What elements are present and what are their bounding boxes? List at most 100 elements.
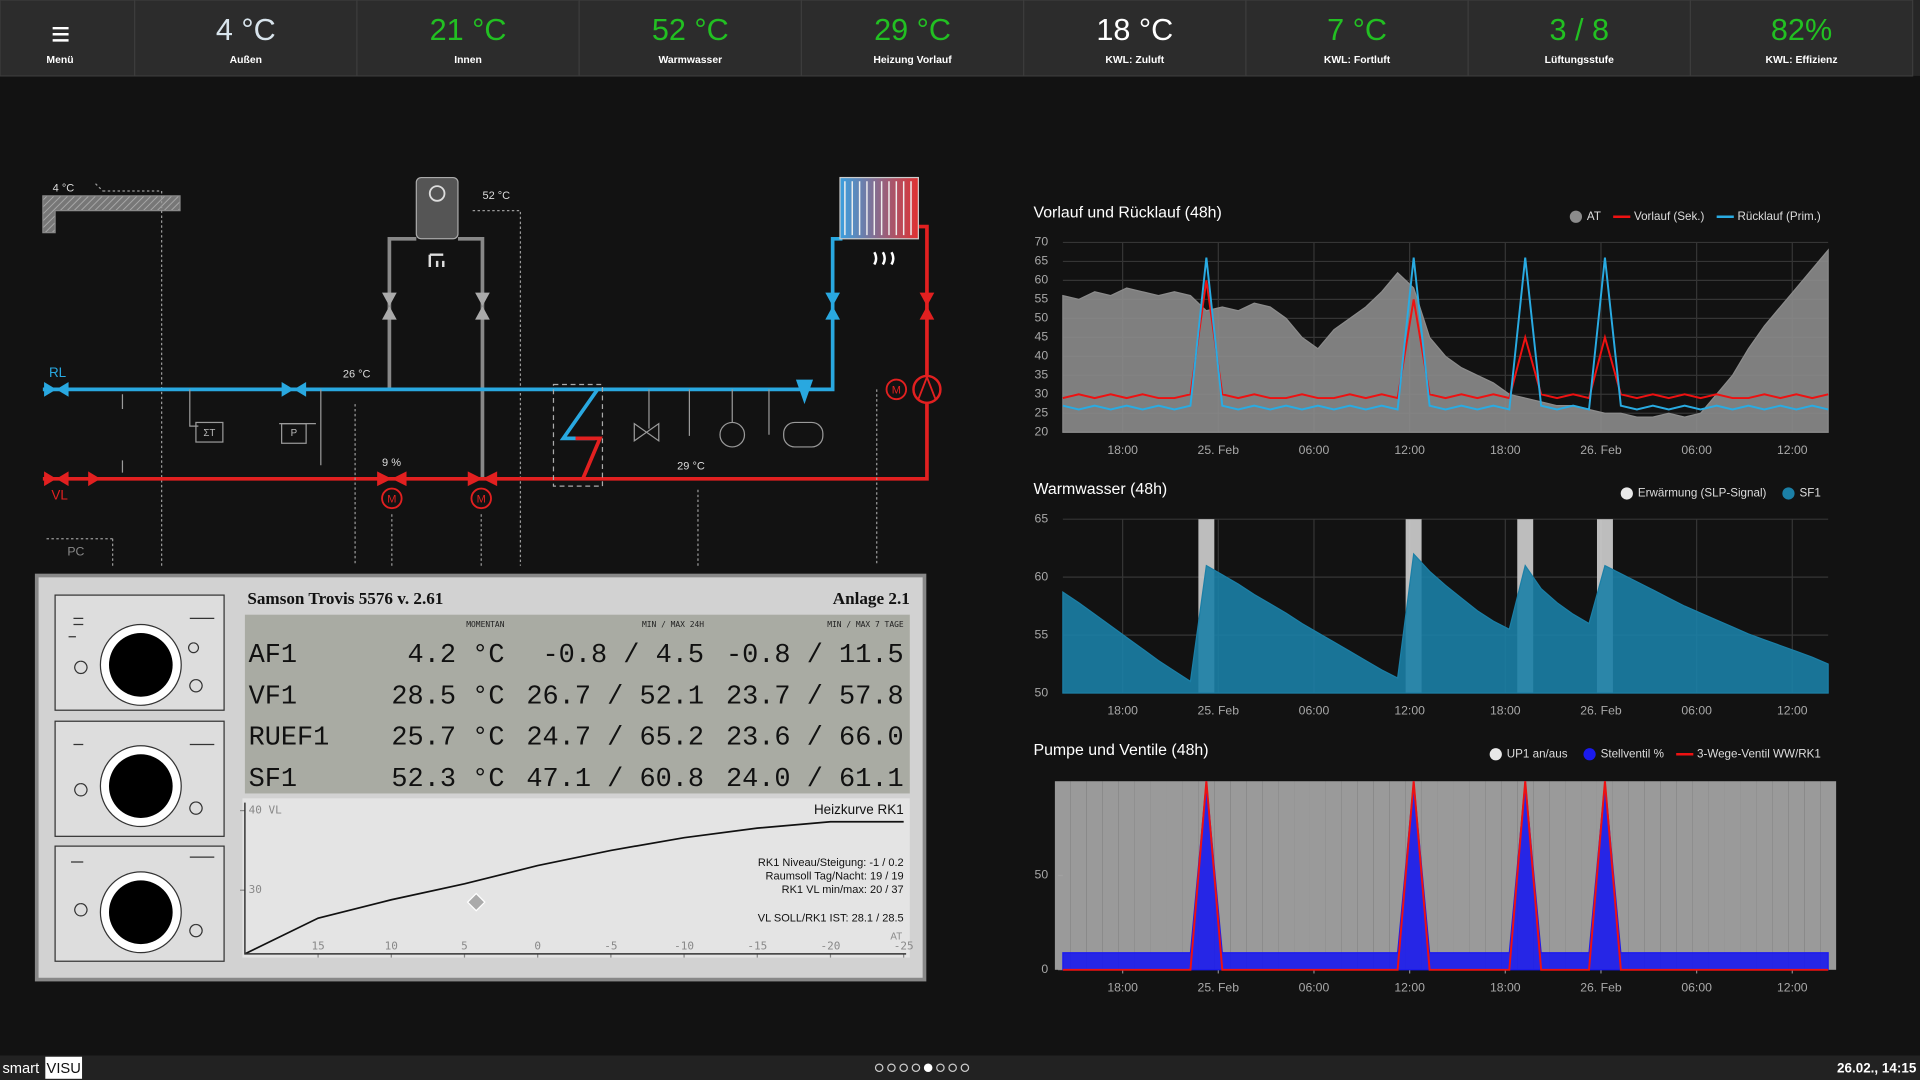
menu-icon[interactable] [52,26,69,42]
knob [108,633,173,697]
cell-value: 25.7 °C [391,724,504,754]
signal-bar [1708,781,1725,970]
tile-bg[interactable] [356,0,580,77]
status-tile[interactable]: 21 °C Innen [356,0,580,77]
page-dot[interactable] [960,1063,970,1073]
tile-value[interactable]: 7 °C [1327,13,1387,47]
y-tick-label: 55 [1035,627,1049,641]
note: RK1 VL min/max: 20 / 37 [782,884,904,896]
motor [470,487,492,510]
series-line [1062,280,1829,400]
signal-bar [1804,781,1821,970]
page-dot[interactable] [911,1063,921,1073]
note: VL SOLL/RK1 IST: 28.1 / 28.5 [758,912,904,924]
tile-value[interactable]: 52 °C [652,13,729,47]
sensor-line [95,183,163,566]
status-tile[interactable]: 29 °C Heizung Vorlauf [800,0,1025,77]
signal-bar [1788,781,1805,970]
x-tick-label: 5 [461,940,468,953]
pc-label: PC [67,544,84,558]
tile-value[interactable]: 3 / 8 [1550,13,1610,47]
value-table: MOMENTAN MIN / MAX 24H MIN / MAX 7 TAGE AF1… [249,620,904,795]
x-tick-label: 06:00 [1681,980,1712,994]
tile-label[interactable]: KWL: Fortluft [1324,55,1391,66]
legend-label: Stellventil % [1601,747,1664,760]
tile-value[interactable]: 18 °C [1096,13,1173,47]
page-dot[interactable] [874,1063,884,1073]
x-tick-label: 12:00 [1777,443,1808,457]
page-dot[interactable] [936,1063,945,1073]
tank-icon [428,185,446,202]
tank-temp: 52 °C [482,190,510,202]
tile-bg[interactable] [1023,0,1247,77]
menu-label[interactable]: Menü [46,55,73,66]
schematic: 4 °C 52 °C M M M ΣT P RL VL 26 °C 9 % 29… [42,176,942,566]
signal-bar [1278,781,1295,970]
legend-label: SF1 [1799,487,1820,500]
tile-bg[interactable] [134,0,358,77]
plot [1062,248,1829,433]
x-tick-label: 12:00 [1394,443,1425,457]
tile-label[interactable]: KWL: Zuluft [1105,55,1164,66]
status-tile[interactable]: 4 °C Außen [134,0,358,77]
tile-label[interactable]: Heizung Vorlauf [873,55,952,66]
tile-label[interactable]: Außen [230,55,262,66]
page-dots[interactable] [874,1063,970,1073]
signal-bar [1373,781,1390,970]
signal-bar [1660,781,1677,970]
column-header: MIN / MAX 7 TAGE [827,620,904,629]
signal-bar [1437,781,1454,970]
outside-temp: 4 °C [53,182,75,194]
y-tick-label: 25 [1035,405,1049,419]
controller-title: Samson Trovis 5576 v. 2.61 [247,589,443,608]
tile-label[interactable]: Warmwasser [658,55,722,66]
menu-tile[interactable] [0,0,136,77]
status-tile[interactable]: 3 / 8 Lüftungsstufe [1467,0,1692,77]
x-tick-label: 25. Feb [1198,980,1240,994]
tile-label[interactable]: Lüftungsstufe [1545,55,1614,66]
flow-label: VL [51,487,68,502]
status-tile[interactable]: 7 °C KWL: Fortluft [1245,0,1469,77]
tile-bg[interactable] [1689,0,1914,77]
page-dot[interactable] [887,1063,896,1073]
x-tick-label: -25 [894,940,914,953]
series-area [1062,248,1829,433]
legend-swatch [1569,210,1583,223]
x-tick-label: 10 [385,940,398,953]
cell-value: 24.7 / 65.2 [526,724,704,754]
chart: Pumpe und Ventile (48h) 0 50 18:00 25. Feb 06… [1033,742,1837,994]
page-dot[interactable] [899,1063,908,1073]
x-tick-label: -20 [821,940,841,953]
menu-button[interactable]: Menü [0,0,136,77]
page-dot-active[interactable] [923,1063,933,1073]
tile-bg[interactable] [1467,0,1692,77]
x-tick-label: 26. Feb [1580,980,1622,994]
knob [108,754,173,818]
chart-title: Pumpe und Ventile (48h) [1033,742,1208,759]
radiator [839,176,919,240]
legend-label: Vorlauf (Sek.) [1634,210,1705,223]
tile-value[interactable]: 4 °C [216,13,276,47]
signal-bar [1166,781,1183,970]
module-icons [68,617,215,938]
x-tick-label: 18:00 [1107,443,1138,457]
tile-value[interactable]: 82% [1771,13,1832,47]
tile-label[interactable]: KWL: Effizienz [1765,55,1837,66]
tile-bg[interactable] [800,0,1025,77]
page-dot[interactable] [948,1063,957,1073]
tile-label[interactable]: Innen [454,55,482,66]
status-tile[interactable]: 18 °C KWL: Zuluft [1023,0,1247,77]
x-tick-label: 06:00 [1681,443,1712,457]
status-tile[interactable]: 52 °C Warmwasser [578,0,803,77]
x-tick-label: 18:00 [1490,704,1521,718]
signal-bar [1246,781,1263,970]
x-tick-label: -15 [747,940,767,953]
brand-box-label: VISU [47,1061,81,1077]
knob [108,880,173,945]
tile-value[interactable]: 21 °C [430,13,507,47]
tile-value[interactable]: 29 °C [874,13,951,47]
x-tick-label: 18:00 [1490,443,1521,457]
cell-value: 47.1 / 60.8 [526,765,704,795]
status-tile[interactable]: 82% KWL: Effizienz [1689,0,1914,77]
